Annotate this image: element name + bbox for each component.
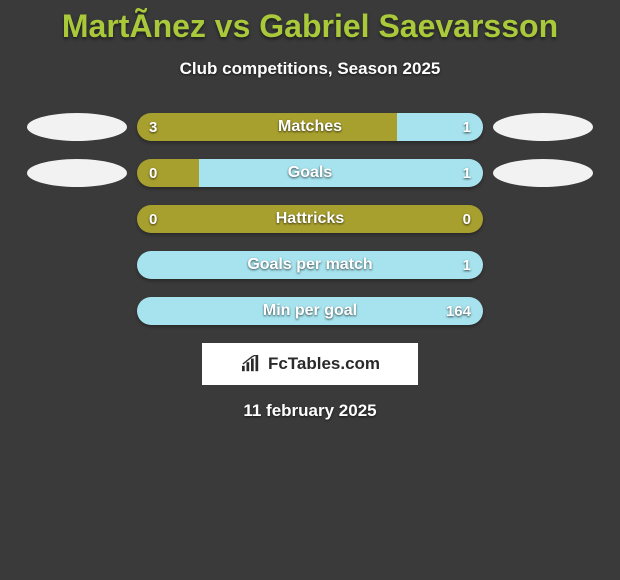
stat-row: 31Matches xyxy=(10,113,610,141)
chart-icon xyxy=(240,355,262,373)
stat-label: Hattricks xyxy=(137,205,483,233)
left-ellipse xyxy=(27,113,127,141)
left-ellipse xyxy=(27,159,127,187)
left-ellipse xyxy=(27,297,127,325)
right-ellipse xyxy=(493,251,593,279)
left-ellipse xyxy=(27,205,127,233)
stat-row: 01Goals xyxy=(10,159,610,187)
stat-label: Goals xyxy=(137,159,483,187)
stat-bar: 31Matches xyxy=(137,113,483,141)
stat-row: 00Hattricks xyxy=(10,205,610,233)
stat-row: 1Goals per match xyxy=(10,251,610,279)
stats-container: 31Matches 01Goals 00Hattricks 1Goals per ma… xyxy=(0,113,620,325)
page-title: MartÃ­nez vs Gabriel Saevarsson xyxy=(0,0,620,45)
date-text: 11 february 2025 xyxy=(0,401,620,421)
left-ellipse xyxy=(27,251,127,279)
subtitle: Club competitions, Season 2025 xyxy=(0,59,620,79)
brand-box: FcTables.com xyxy=(202,343,418,385)
stat-row: 164Min per goal xyxy=(10,297,610,325)
stat-bar: 01Goals xyxy=(137,159,483,187)
stat-bar: 1Goals per match xyxy=(137,251,483,279)
stat-label: Min per goal xyxy=(137,297,483,325)
right-ellipse xyxy=(493,159,593,187)
right-ellipse xyxy=(493,297,593,325)
brand-text: FcTables.com xyxy=(268,354,380,374)
right-ellipse xyxy=(493,113,593,141)
stat-label: Matches xyxy=(137,113,483,141)
right-ellipse xyxy=(493,205,593,233)
stat-label: Goals per match xyxy=(137,251,483,279)
stat-bar: 00Hattricks xyxy=(137,205,483,233)
stat-bar: 164Min per goal xyxy=(137,297,483,325)
